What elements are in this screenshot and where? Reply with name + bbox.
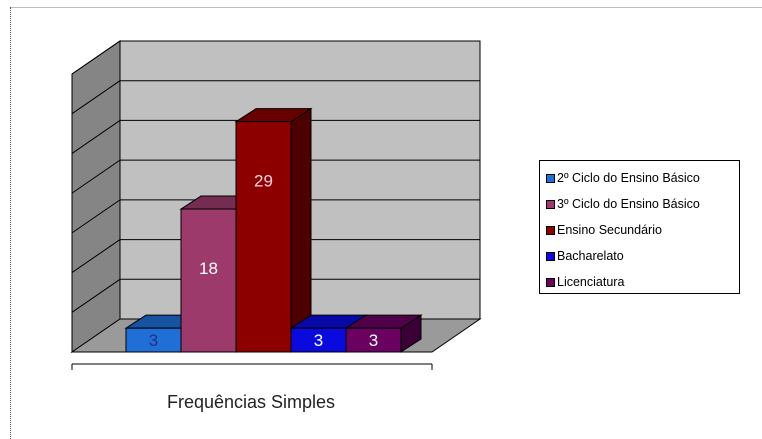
data-label: 3 xyxy=(369,331,378,350)
legend-swatch xyxy=(546,199,555,209)
legend-item: 2º Ciclo do Ensino Básico xyxy=(546,165,739,191)
gridline-side xyxy=(71,199,121,234)
gridline-side xyxy=(71,159,121,194)
chart-data-labels: 3 18 29 3 3 xyxy=(149,172,378,350)
legend-label: Licenciatura xyxy=(557,275,625,289)
bar xyxy=(234,107,313,353)
bar-side xyxy=(290,107,312,353)
legend-item: Licenciatura xyxy=(546,269,739,295)
data-label: 18 xyxy=(199,259,218,278)
chart-bars xyxy=(124,107,423,353)
legend-swatch xyxy=(546,173,555,183)
legend-label: Bacharelato xyxy=(557,249,624,263)
bar-front xyxy=(180,208,237,353)
legend-item: Ensino Secundário xyxy=(546,217,739,243)
legend-label: Ensino Secundário xyxy=(557,223,662,237)
gridline-side xyxy=(71,80,121,115)
legend-swatch xyxy=(546,225,555,235)
x-axis-label: Frequências Simples xyxy=(167,392,335,412)
legend-swatch xyxy=(546,277,555,287)
data-label: 3 xyxy=(314,331,323,350)
chart-frame-left xyxy=(10,7,11,439)
bar-front xyxy=(235,121,292,353)
gridline-side xyxy=(71,278,121,313)
legend-item: 3º Ciclo do Ensino Básico xyxy=(546,191,739,217)
legend-label: 3º Ciclo do Ensino Básico xyxy=(557,197,700,211)
legend-swatch xyxy=(546,251,555,261)
gridline-side xyxy=(71,120,121,154)
data-label: 3 xyxy=(149,331,158,350)
gridline-side xyxy=(71,40,121,75)
chart-frame-top xyxy=(10,7,762,8)
bar-front xyxy=(345,327,402,353)
legend-item: Bacharelato xyxy=(546,243,739,269)
legend-label: 2º Ciclo do Ensino Básico xyxy=(557,171,700,185)
bar xyxy=(344,314,423,353)
gridline-side xyxy=(71,239,121,273)
side-wall xyxy=(71,40,121,353)
legend: 2º Ciclo do Ensino Básico 3º Ciclo do Ens… xyxy=(539,160,740,294)
bar xyxy=(289,314,368,353)
data-label: 29 xyxy=(254,172,273,191)
